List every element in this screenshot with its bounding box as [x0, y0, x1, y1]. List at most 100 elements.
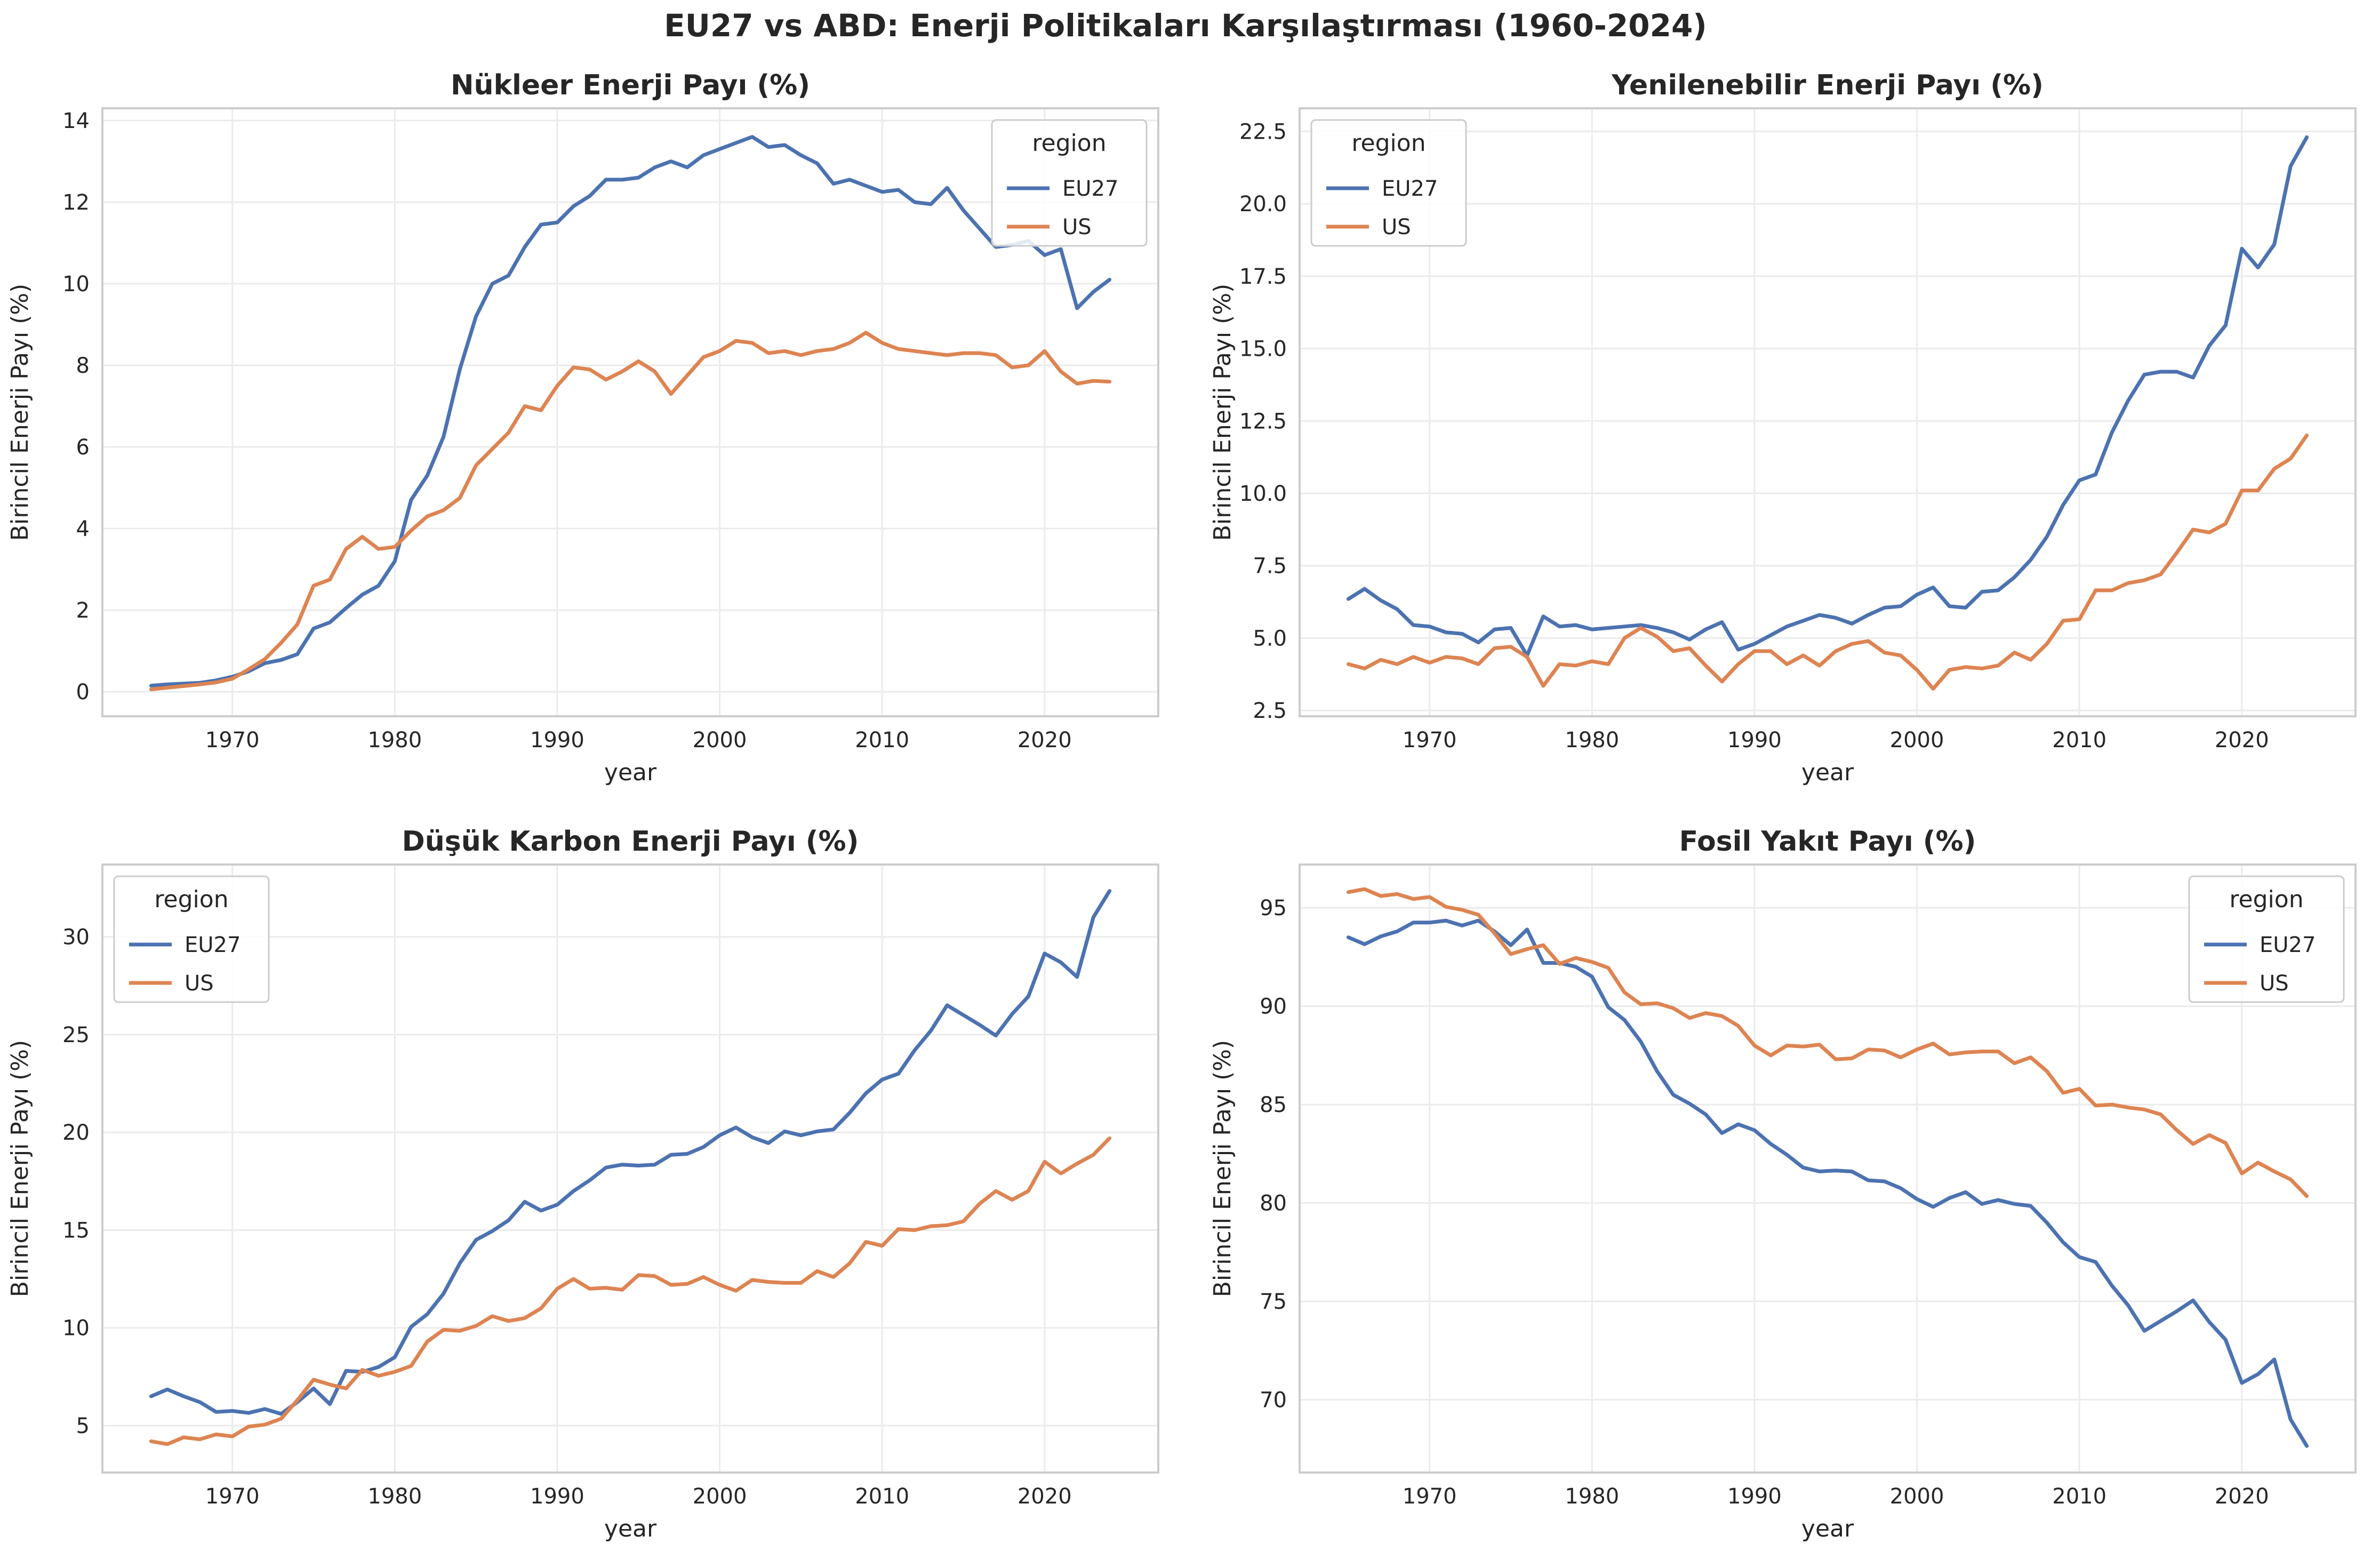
y-tick-label: 95: [1260, 896, 1287, 921]
series-line-us: [149, 331, 1112, 691]
y-tick-label: 20.0: [1239, 192, 1287, 217]
y-tick-label: 22.5: [1239, 119, 1287, 144]
legend-label-eu27: EU27: [1062, 177, 1118, 201]
y-tick-label: 0: [76, 680, 90, 705]
chart-title: Fosil Yakıt Payı (%): [1679, 826, 1976, 858]
legend-title: region: [1032, 130, 1106, 157]
legend-label-us: US: [2260, 971, 2289, 996]
x-tick-label: 1990: [1727, 728, 1782, 753]
x-tick-label: 2020: [1018, 1484, 1072, 1509]
x-tick-label: 1970: [205, 1484, 260, 1509]
x-tick-label: 1970: [1403, 728, 1457, 753]
chart-panel-4: 1970 1980 1990 2000 2010 2020 70 75 80 85 90 95 year…: [1209, 826, 2357, 1542]
y-axis-label: Birincil Enerji Payı (%): [6, 1040, 34, 1297]
legend-box: [991, 119, 1148, 247]
legend-box: [1310, 119, 1467, 247]
y-tick-label: 15: [62, 1218, 90, 1243]
y-tick-label: 5: [76, 1414, 90, 1438]
chart-title: Nükleer Enerji Payı (%): [451, 69, 810, 101]
series-line-eu27: [149, 889, 1112, 1416]
legend-title: region: [154, 886, 228, 913]
x-tick-label: 1980: [367, 728, 422, 753]
y-tick-label: 10.0: [1239, 482, 1287, 506]
y-tick-label: 90: [1260, 995, 1287, 1019]
x-tick-label: 2020: [2215, 728, 2269, 753]
plot-area: [102, 108, 1158, 716]
legend-box: [2188, 875, 2345, 1003]
axes-frame: [101, 107, 1159, 717]
x-tick-label: 2000: [693, 728, 747, 753]
x-tick-label: 1980: [1565, 1484, 1619, 1509]
y-tick-label: 8: [76, 354, 90, 378]
legend-box: [113, 875, 270, 1003]
x-tick-label: 1980: [367, 1484, 422, 1509]
x-axis-label: year: [604, 759, 657, 786]
x-tick-label: 2020: [1018, 728, 1072, 753]
legend: region EU27 US: [1310, 119, 1467, 247]
y-tick-label: 4: [76, 517, 90, 541]
axes-frame: [101, 863, 1159, 1474]
x-tick-label: 1970: [205, 728, 260, 753]
legend: region EU27 US: [113, 875, 270, 1003]
series-line-us: [149, 1136, 1112, 1446]
axes-frame: [1299, 107, 2357, 717]
x-tick-label: 2010: [855, 1484, 909, 1509]
legend: region EU27 US: [991, 119, 1148, 247]
y-tick-label: 75: [1260, 1290, 1287, 1314]
y-tick-label: 30: [62, 925, 90, 950]
chart-title: Düşük Karbon Enerji Payı (%): [402, 826, 859, 858]
x-tick-label: 1980: [1565, 728, 1619, 753]
legend-label-eu27: EU27: [2260, 933, 2316, 957]
x-axis-label: year: [604, 1515, 657, 1542]
legend-label-us: US: [1382, 215, 1411, 239]
x-axis-label: year: [1801, 1515, 1854, 1542]
y-tick-label: 25: [62, 1023, 90, 1047]
chart-panel-1: 1970 1980 1990 2000 2010 2020 0 2 4 6 8 10 12 14 year B…: [6, 69, 1159, 786]
plot-area: [102, 865, 1158, 1473]
y-tick-label: 85: [1260, 1093, 1287, 1117]
x-tick-label: 2010: [2052, 728, 2106, 753]
y-tick-label: 2.5: [1253, 699, 1287, 723]
x-tick-label: 1990: [530, 728, 584, 753]
series-line-eu27: [149, 135, 1112, 688]
legend: region EU27 US: [2188, 875, 2345, 1003]
x-tick-label: 2010: [855, 728, 909, 753]
y-axis-label: Birincil Enerji Payı (%): [1209, 284, 1236, 541]
x-tick-label: 2010: [2052, 1484, 2106, 1509]
y-axis-label: Birincil Enerji Payı (%): [1209, 1040, 1236, 1297]
chart-panel-2: 1970 1980 1990 2000 2010 2020 2.5 5.0 7.5 10.0 12.…: [1209, 69, 2357, 786]
axes-frame: [1299, 863, 2357, 1474]
y-tick-label: 15.0: [1239, 337, 1287, 362]
x-tick-label: 2000: [1890, 728, 1944, 753]
legend-label-eu27: EU27: [1382, 177, 1438, 201]
y-tick-label: 7.5: [1253, 554, 1287, 579]
plot-area: [1300, 865, 2356, 1473]
y-tick-label: 2: [76, 598, 90, 623]
figure-title: EU27 vs ABD: Enerji Politikaları Karşıla…: [664, 7, 1707, 44]
x-tick-label: 1990: [530, 1484, 584, 1509]
legend-label-us: US: [185, 971, 214, 996]
y-tick-label: 6: [76, 435, 90, 460]
y-tick-label: 10: [62, 272, 90, 297]
y-tick-label: 5.0: [1253, 626, 1287, 651]
y-tick-label: 10: [62, 1316, 90, 1341]
series-line-eu27: [1346, 918, 2309, 1448]
legend-title: region: [1351, 130, 1425, 157]
x-tick-label: 1970: [1403, 1484, 1457, 1509]
x-axis-label: year: [1801, 759, 1854, 786]
chart-panel-3: 1970 1980 1990 2000 2010 2020 5 10 15 20 25 30 year B…: [6, 826, 1159, 1542]
legend-label-eu27: EU27: [185, 933, 241, 957]
chart-title: Yenilenebilir Enerji Payı (%): [1611, 69, 2044, 101]
series-line-eu27: [1346, 135, 2309, 658]
y-tick-label: 20: [62, 1121, 90, 1145]
y-tick-label: 12.5: [1239, 409, 1287, 434]
x-tick-label: 1990: [1727, 1484, 1782, 1509]
y-axis-label: Birincil Enerji Payı (%): [6, 284, 34, 541]
y-tick-label: 80: [1260, 1191, 1287, 1216]
legend-title: region: [2229, 886, 2303, 913]
x-tick-label: 2000: [1890, 1484, 1944, 1509]
x-tick-label: 2020: [2215, 1484, 2269, 1509]
legend-label-us: US: [1062, 215, 1092, 239]
